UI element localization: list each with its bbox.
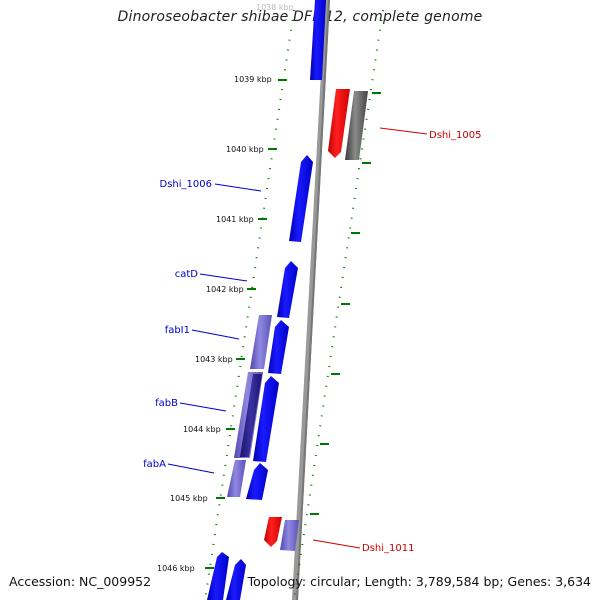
cds-catD (277, 261, 298, 318)
kbp-label: 1039 kbp (234, 75, 272, 84)
gene-label-dshi-1011[interactable]: Dshi_1011 (362, 543, 414, 554)
genome-title: Dinoroseobacter shibae DFL 12, complete … (117, 9, 483, 25)
kbp-label: 1042 kbp (206, 285, 244, 294)
kbp-label: 1045 kbp (170, 494, 208, 503)
gc-skew-features (227, 315, 299, 551)
gene-label-fabI1[interactable]: fabI1 (165, 325, 190, 336)
gray-feature-1005 (345, 91, 368, 160)
cds-top-forward (310, 0, 326, 80)
kbp-label: 1046 kbp (157, 564, 195, 573)
cds-dshi-1006 (289, 155, 313, 242)
kbp-label: 1043 kbp (195, 355, 233, 364)
cds-fabB (253, 376, 279, 462)
gene-label-dshi-1006[interactable]: Dshi_1006 (160, 179, 212, 190)
cds-bottom-forward-1 (207, 552, 229, 600)
kbp-label: 1040 kbp (226, 145, 264, 154)
kbp-label: 1038 kbp (256, 3, 294, 12)
cds-dshi-1011 (264, 517, 282, 547)
gene-label-catD[interactable]: catD (175, 269, 199, 280)
cds-bottom-forward-2 (226, 559, 246, 600)
kbp-major-ticks-right (310, 92, 381, 515)
gene-label-fabB[interactable]: fabB (155, 398, 178, 409)
kbp-major-ticks (205, 79, 287, 569)
reverse-cds-features (264, 89, 368, 547)
kbp-label: 1044 kbp (183, 425, 221, 434)
label-leaders (167, 127, 428, 549)
genome-backbone-shadow (296, 0, 330, 600)
cds-fabA (246, 463, 268, 500)
genome-summary-text: Topology: circular; Length: 3,789,584 bp… (247, 574, 591, 589)
cds-fabI1 (268, 320, 289, 374)
gene-label-fabA[interactable]: fabA (143, 459, 166, 470)
accession-text: Accession: NC_009952 (9, 574, 152, 589)
kbp-label: 1041 kbp (216, 215, 254, 224)
forward-cds-features (207, 0, 326, 600)
cds-dshi-1005 (328, 89, 350, 158)
gene-label-dshi-1005[interactable]: Dshi_1005 (429, 130, 481, 141)
